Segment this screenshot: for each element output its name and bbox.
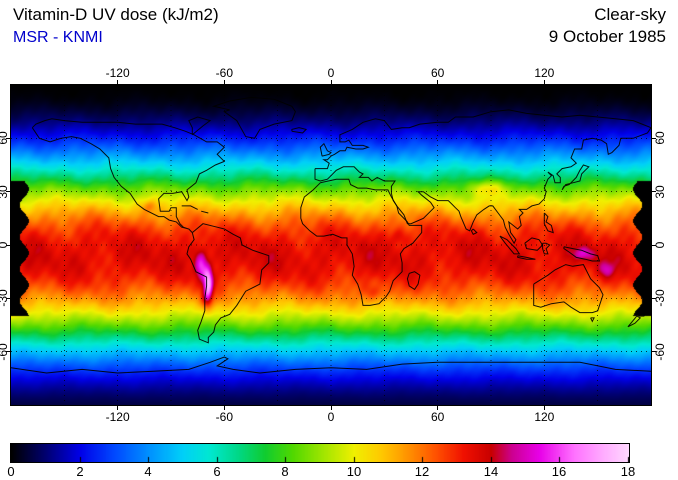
lat-tickmark-right (652, 351, 656, 353)
figure-title: Vitamin-D UV dose (kJ/m2) (13, 5, 219, 24)
lon-tickmark-top (543, 80, 545, 84)
coastline (181, 205, 198, 210)
coastline (499, 235, 521, 255)
coastline (300, 178, 423, 306)
lon-tick-label-top: 0 (327, 66, 335, 80)
coastline (470, 228, 478, 235)
coastline (31, 118, 226, 233)
lat-tickmark-left (6, 297, 10, 299)
lon-tickmark-bottom (330, 406, 332, 410)
lat-tickmark-right (652, 244, 656, 246)
coastline (590, 317, 595, 323)
colorbar-tick-label: 6 (213, 464, 221, 479)
lon-tickmark-top (437, 80, 439, 84)
colorbar-tick-label: 10 (346, 464, 362, 479)
lon-tick-label-top: -60 (215, 66, 233, 80)
coastline (543, 212, 554, 234)
data-source-label: MSR - KNMI (13, 29, 103, 46)
colorbar-tick-label: 0 (7, 464, 15, 479)
lon-tickmark-top (223, 80, 225, 84)
coastline (314, 109, 651, 245)
lat-tickmark-left (6, 244, 10, 246)
colorbar-gradient (11, 444, 629, 462)
coastline (406, 271, 421, 291)
lon-tick-label-bottom: -60 (215, 410, 233, 424)
colorbar-tick-label: 16 (551, 464, 567, 479)
lon-tickmark-bottom (543, 406, 545, 410)
map-overlay (11, 85, 651, 405)
lat-tickmark-left (6, 191, 10, 193)
lat-tickmark-right (652, 191, 656, 193)
coastline (533, 264, 604, 314)
colorbar-tick-label: 2 (76, 464, 84, 479)
lat-tickmark-left (6, 137, 10, 139)
lon-tick-label-bottom: 60 (430, 410, 445, 424)
lon-tick-label-top: 120 (534, 66, 555, 80)
lon-tickmark-bottom (223, 406, 225, 410)
coastline (291, 127, 308, 134)
lon-tickmark-top (117, 80, 119, 84)
coastline (638, 309, 649, 317)
sky-condition-label: Clear-sky (594, 5, 666, 24)
lon-tick-label-bottom: 0 (327, 410, 335, 424)
coastline (211, 96, 296, 139)
coastline (561, 164, 590, 191)
lat-tickmark-right (652, 297, 656, 299)
coastline (319, 142, 332, 157)
coastline (201, 210, 209, 214)
colorbar-tick-label: 18 (620, 464, 636, 479)
coastline (188, 116, 212, 136)
lon-tick-label-top: -120 (105, 66, 130, 80)
lon-tickmark-bottom (437, 406, 439, 410)
colorbar-tick-label: 8 (281, 464, 289, 479)
coastline (542, 242, 551, 255)
world-map-panel (10, 84, 652, 406)
coastline (563, 246, 601, 262)
coastline (627, 315, 642, 328)
lon-tickmark-top (330, 80, 332, 84)
date-label: 9 October 1985 (548, 27, 666, 46)
lat-tickmark-left (6, 351, 10, 353)
lon-tick-label-bottom: 120 (534, 410, 555, 424)
coastline (11, 356, 651, 374)
colorbar-tick-label: 12 (414, 464, 430, 479)
coastline (524, 237, 544, 251)
coastline (517, 255, 536, 260)
lon-tick-label-top: 60 (430, 66, 445, 80)
lat-tickmark-right (652, 137, 656, 139)
colorbar-tick-label: 4 (144, 464, 152, 479)
colorbar (10, 443, 630, 463)
colorbar-tick-label: 14 (483, 464, 499, 479)
coastline (186, 223, 270, 344)
lon-tickmark-bottom (117, 406, 119, 410)
lon-tick-label-bottom: -120 (105, 410, 130, 424)
